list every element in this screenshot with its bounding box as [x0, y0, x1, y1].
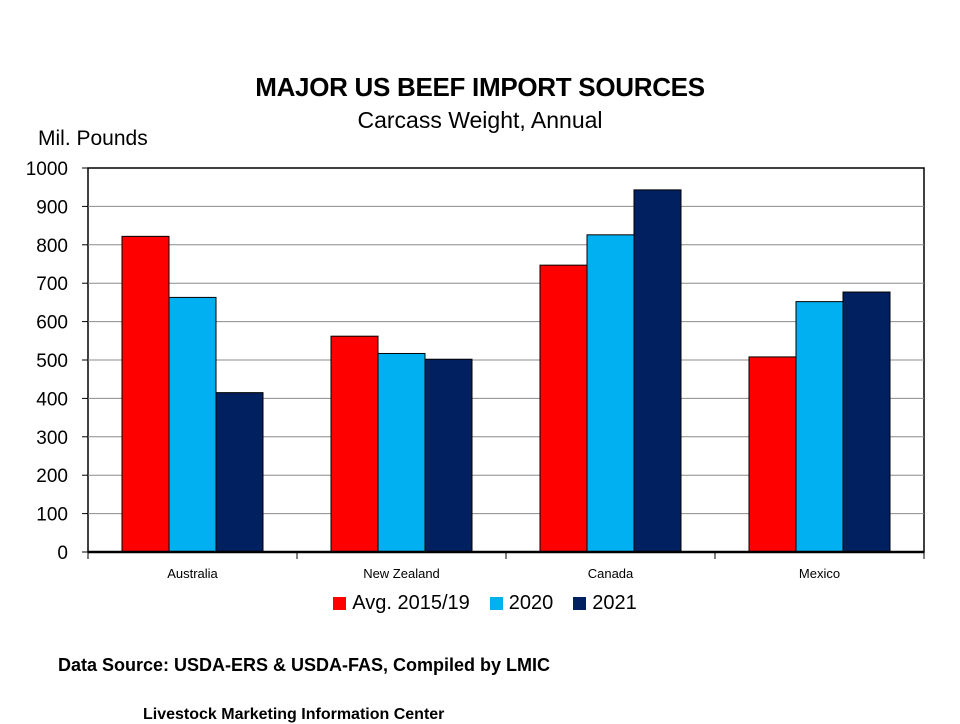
- y-tick-label: 0: [57, 543, 68, 564]
- legend-swatch: [333, 597, 347, 610]
- legend: Avg. 2015/19 2020 2021: [0, 592, 960, 615]
- y-tick-label: 300: [36, 428, 68, 449]
- footer-credit: Livestock Marketing Information Center: [143, 706, 445, 723]
- bar: [539, 264, 588, 553]
- y-axis-label: Mil. Pounds: [38, 127, 148, 150]
- x-tick-label: Australia: [167, 566, 218, 581]
- y-tick-label: 200: [36, 466, 68, 487]
- bar: [330, 335, 379, 553]
- legend-swatch: [573, 597, 587, 610]
- y-tick-label: 900: [36, 197, 68, 218]
- x-tick-label: New Zealand: [363, 566, 440, 581]
- legend-label: 2020: [508, 592, 554, 614]
- x-tick-label: Mexico: [799, 566, 840, 581]
- bar: [121, 235, 170, 553]
- bar: [424, 358, 473, 553]
- bar: [215, 392, 264, 553]
- chart-subtitle: Carcass Weight, Annual: [357, 107, 603, 133]
- bar: [748, 356, 797, 553]
- y-tick-label: 500: [36, 351, 68, 372]
- legend-item: 2021: [573, 592, 637, 615]
- bar-chart: 0 100 200 300 400 500 600 700 800 900 1000 Australi…: [26, 159, 925, 581]
- bar: [795, 301, 844, 553]
- bar: [377, 352, 426, 553]
- y-tick-label: 600: [36, 313, 68, 334]
- legend-swatch: [489, 597, 503, 610]
- bar: [168, 296, 217, 553]
- bar: [586, 234, 635, 553]
- legend-label: Avg. 2015/19: [352, 592, 470, 614]
- y-tick-label: 1000: [26, 159, 68, 180]
- y-tick-label: 800: [36, 236, 68, 257]
- y-tick-label: 400: [36, 389, 68, 410]
- chart-title: MAJOR US BEEF IMPORT SOURCES: [255, 72, 705, 102]
- legend-item: 2020: [489, 592, 554, 615]
- legend-item: Avg. 2015/19: [333, 592, 470, 615]
- bar: [842, 291, 891, 553]
- x-tick-label: Canada: [588, 566, 634, 581]
- data-source-note: Data Source: USDA-ERS & USDA-FAS, Compil…: [57, 655, 551, 675]
- bar: [633, 189, 682, 553]
- legend-label: 2021: [592, 592, 637, 614]
- y-tick-label: 700: [36, 274, 68, 295]
- y-tick-label: 100: [36, 505, 68, 526]
